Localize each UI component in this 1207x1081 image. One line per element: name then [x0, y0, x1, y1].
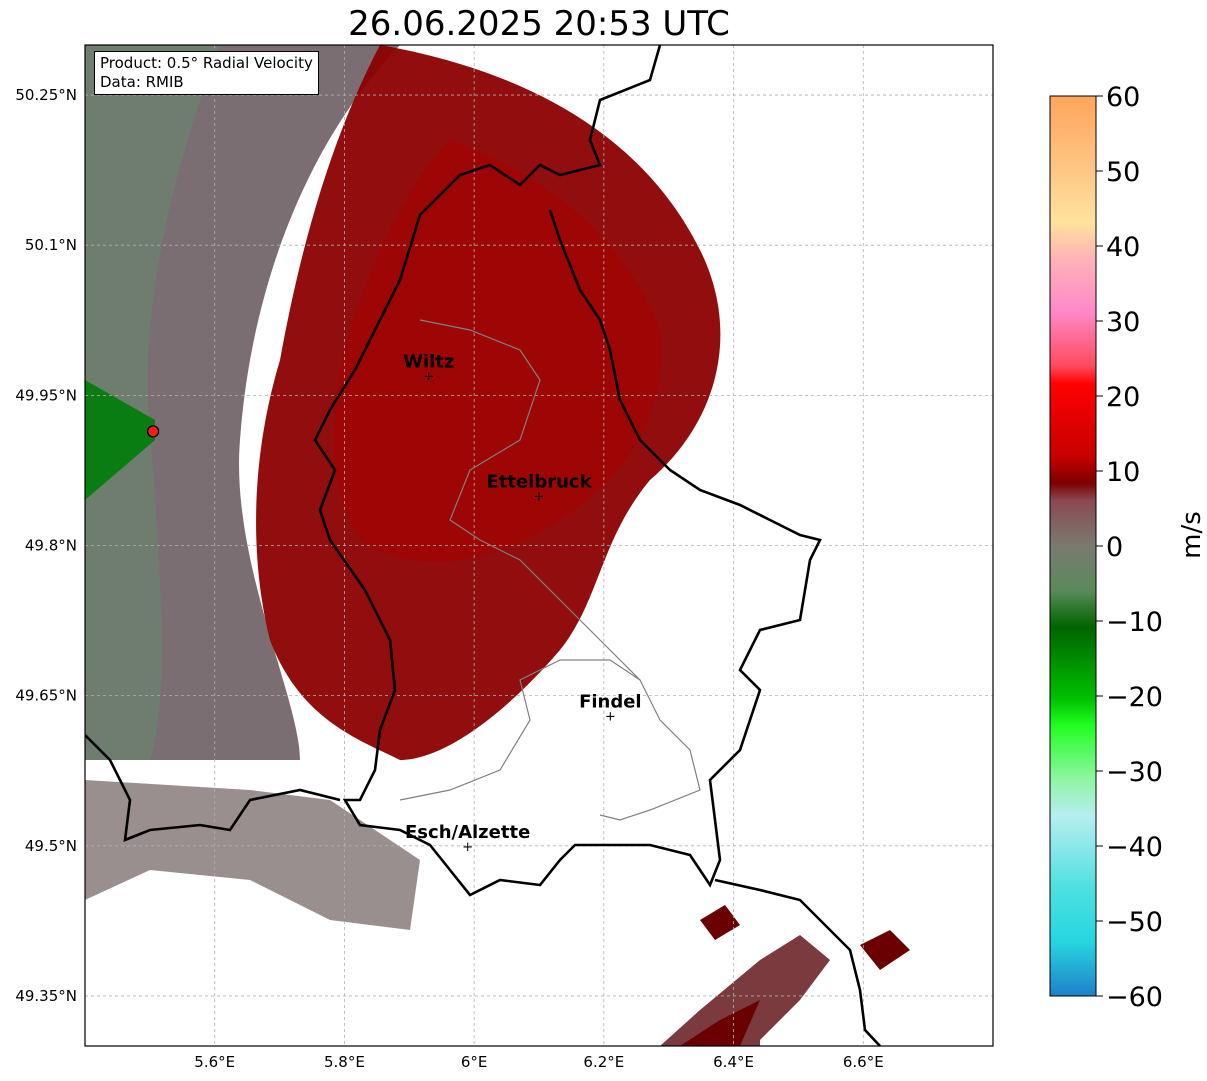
- city-labels: +Wiltz+Ettelbruck+Findel+Esch/Alzette: [403, 351, 642, 854]
- colorbar-tick-label: −10: [1106, 607, 1163, 638]
- city-label: Findel: [579, 692, 642, 713]
- data-source-line: Data: RMIB: [100, 73, 184, 91]
- longitude-tick-labels: 5.6°E 5.8°E 6°E 6.2°E 6.4°E 6.6°E: [194, 1053, 883, 1071]
- map-title: 26.06.2025 20:53 UTC: [348, 4, 730, 44]
- lat-tick-label: 49.35°N: [15, 987, 77, 1005]
- colorbar-tick-label: −60: [1106, 982, 1163, 1013]
- lat-tick-label: 49.8°N: [25, 537, 77, 555]
- lon-tick-label: 5.6°E: [194, 1053, 235, 1071]
- lat-tick-label: 49.95°N: [15, 386, 77, 404]
- lon-tick-label: 6.2°E: [583, 1053, 624, 1071]
- lon-tick-label: 6.6°E: [843, 1053, 884, 1071]
- lat-tick-label: 49.5°N: [25, 837, 77, 855]
- latitude-tick-labels: 50.25°N 50.1°N 49.95°N 49.8°N 49.65°N 49.5°N 4…: [15, 86, 77, 1005]
- colorbar-tick-label: 40: [1106, 232, 1140, 263]
- city-label: Esch/Alzette: [405, 822, 530, 843]
- colorbar-unit-label: m/s: [1176, 511, 1207, 559]
- product-line: Product: 0.5° Radial Velocity: [100, 54, 313, 72]
- city-marker: +: [462, 840, 473, 855]
- colorbar-tick-label: 0: [1106, 532, 1123, 563]
- lat-tick-label: 50.25°N: [15, 86, 77, 104]
- city-label: Wiltz: [403, 351, 454, 372]
- borders: [85, 45, 881, 1046]
- colorbar-tick-label: 10: [1106, 457, 1140, 488]
- colorbar-tick-label: −40: [1106, 832, 1163, 863]
- grid-lines: [85, 45, 993, 1046]
- lat-tick-label: 50.1°N: [25, 236, 77, 254]
- colorbar-tick-label: 60: [1106, 82, 1140, 113]
- colorbar-tick-label: −20: [1106, 682, 1163, 713]
- city-label: Ettelbruck: [486, 471, 592, 492]
- city-marker: +: [605, 710, 616, 725]
- city-marker: +: [423, 369, 434, 384]
- colorbar-tick-label: −30: [1106, 757, 1163, 788]
- city-marker: +: [534, 489, 545, 504]
- product-info-box: Product: 0.5° Radial Velocity Data: RMIB: [94, 51, 319, 95]
- colorbar-tick-labels: 60 50 40 30 20 10 0 −10 −20 −30 −40 −50 −60: [1096, 82, 1163, 1013]
- lat-tick-label: 49.65°N: [15, 687, 77, 705]
- colorbar: [1049, 95, 1097, 997]
- colorbar-tick-label: 30: [1106, 307, 1140, 338]
- lon-tick-label: 6.4°E: [713, 1053, 754, 1071]
- radar-site-marker: [146, 425, 160, 438]
- lon-tick-label: 6°E: [461, 1053, 488, 1071]
- colorbar-tick-label: −50: [1106, 907, 1163, 938]
- lon-tick-label: 5.8°E: [324, 1053, 365, 1071]
- colorbar-tick-label: 20: [1106, 382, 1140, 413]
- colorbar-tick-label: 50: [1106, 157, 1140, 188]
- map-frame: [84, 44, 994, 1047]
